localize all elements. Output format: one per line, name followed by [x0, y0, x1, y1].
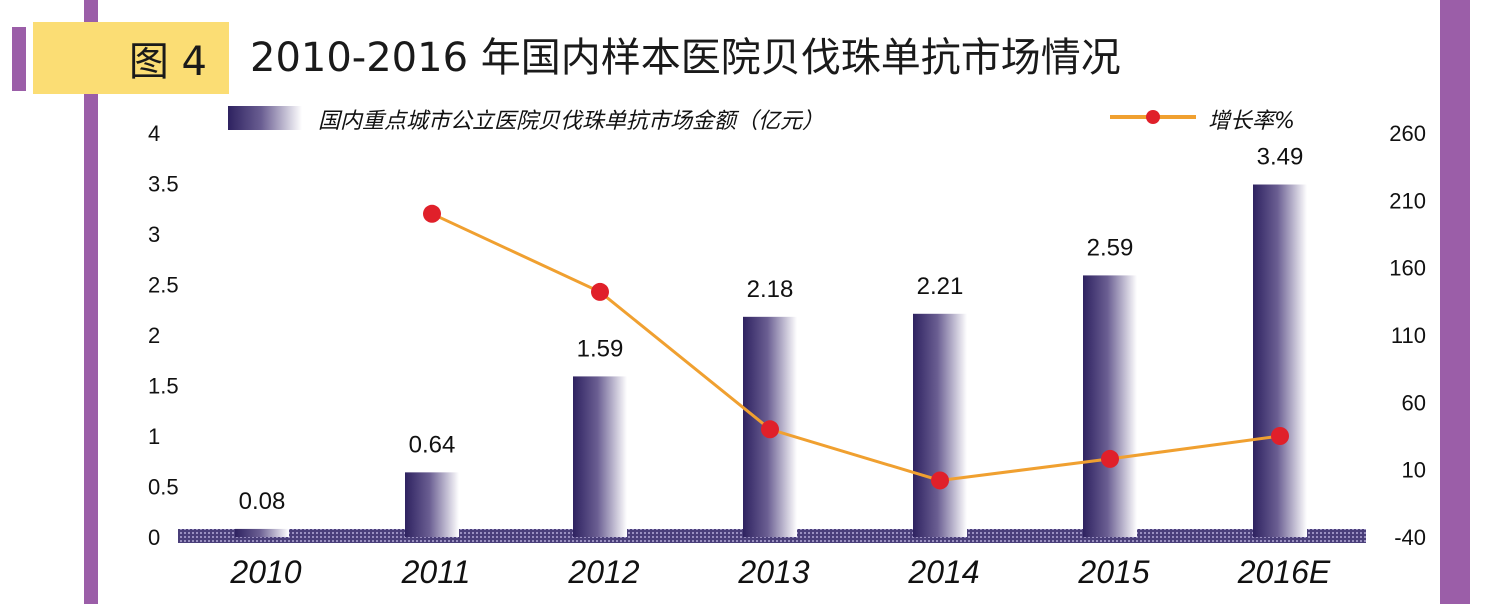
legend-line-label: 增长率%: [1208, 109, 1295, 134]
y-left-tick-label: 0: [148, 525, 160, 550]
growth-rate-point: [591, 282, 609, 301]
y-right-tick-label: 210: [1389, 188, 1426, 213]
figure-title: 2010-2016 年国内样本医院贝伐珠单抗市场情况: [250, 35, 1121, 81]
y-right-tick-label: 60: [1402, 390, 1426, 415]
bar: [913, 313, 967, 537]
bar: [235, 528, 289, 537]
right-frame-bar: [1440, 0, 1470, 604]
y-left-tick-label: 0.5: [148, 475, 179, 500]
bar: [1253, 184, 1307, 537]
y-left-tick-label: 3: [148, 222, 160, 247]
legend-bar-label: 国内重点城市公立医院贝伐珠单抗市场金额（亿元）: [318, 109, 824, 134]
growth-rate-point: [1101, 449, 1119, 468]
figure-label-text: 图 4: [128, 39, 207, 85]
bar-data-label: 3.49: [1257, 144, 1304, 171]
x-category-label: 2015: [1077, 554, 1149, 590]
figure-label: 图 4: [33, 22, 229, 94]
legend-line-marker: [1146, 110, 1160, 124]
legend-bar-swatch: [228, 106, 302, 130]
bar: [405, 472, 459, 537]
bar-data-label: 2.21: [917, 273, 964, 300]
y-left-tick-label: 1: [148, 424, 160, 449]
growth-rate-point: [931, 471, 949, 490]
left-frame-bar: [84, 0, 98, 604]
y-left-tick-label: 1.5: [148, 374, 179, 399]
title-tab-marker: [12, 27, 26, 91]
growth-rate-point: [1271, 427, 1289, 445]
x-category-label: 2010: [229, 554, 301, 590]
bar-data-label: 2.59: [1087, 234, 1134, 261]
bar: [573, 376, 627, 537]
plot-area: 0 0.5 1 1.5 2 2.5 3 3.5 4 -40 10 60 110 160 210 260 0.08…: [148, 121, 1426, 590]
y-right-tick-label: 160: [1389, 256, 1426, 281]
y-left-tick-label: 2: [148, 323, 160, 348]
bar-data-label: 2.18: [747, 276, 794, 303]
y-right-tick-label: -40: [1394, 525, 1426, 550]
y-right-tick-label: 260: [1389, 121, 1426, 146]
x-category-label: 2013: [737, 554, 809, 590]
bar-data-label: 0.64: [409, 431, 456, 458]
growth-rate-line: [431, 212, 1281, 482]
growth-rate-point: [761, 420, 779, 439]
x-category-label: 2016E: [1237, 554, 1331, 590]
x-category-label: 2011: [401, 554, 471, 590]
y-right-tick-label: 110: [1391, 323, 1426, 348]
y-left-tick-label: 2.5: [148, 273, 179, 298]
x-category-label: 2014: [907, 554, 979, 590]
growth-rate-point: [423, 204, 441, 223]
y-left-tick-label: 3.5: [148, 172, 179, 197]
legend: 国内重点城市公立医院贝伐珠单抗市场金额（亿元） 增长率%: [228, 106, 1295, 134]
bar: [1083, 275, 1137, 537]
y-right-tick-label: 10: [1402, 458, 1426, 483]
bar-data-label: 1.59: [577, 335, 624, 362]
x-category-label: 2012: [567, 554, 639, 590]
y-left-tick-label: 4: [148, 121, 160, 146]
bar-data-label: 0.08: [239, 488, 286, 515]
